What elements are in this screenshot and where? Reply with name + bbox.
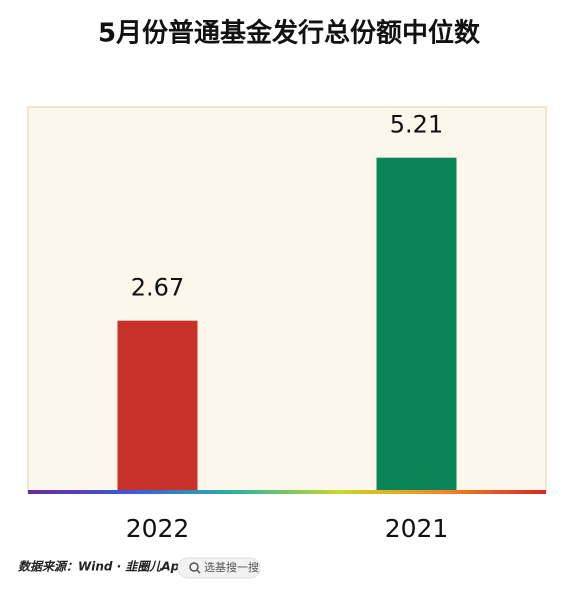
- search-icon: [189, 562, 199, 572]
- chart-title: 5月份普通基金发行总份额中位数: [98, 18, 481, 49]
- baseline: [28, 490, 546, 494]
- search-icon-handle: [196, 569, 201, 574]
- value-label: 2.67: [131, 274, 184, 302]
- plot-area: [27, 106, 547, 493]
- search-box[interactable]: [177, 557, 261, 579]
- x-tick-label: 2021: [385, 514, 449, 543]
- x-tick-label: 2022: [126, 514, 190, 543]
- search-text: 选基搜一搜: [204, 560, 259, 574]
- value-label: 5.21: [390, 111, 443, 139]
- source-note: 数据来源：Wind · 韭圈儿App: [18, 560, 188, 574]
- bar: [376, 157, 457, 493]
- bar: [117, 320, 198, 492]
